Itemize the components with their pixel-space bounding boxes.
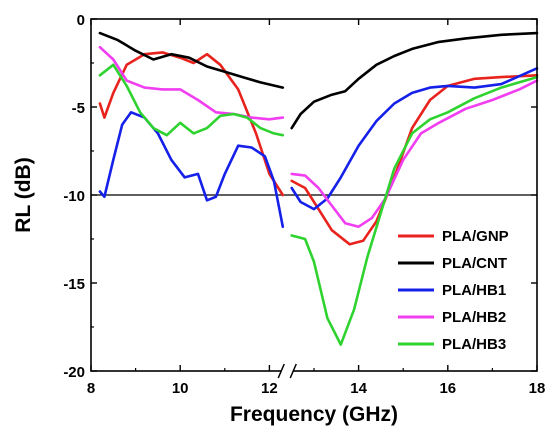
legend: PLA/GNP PLA/CNT PLA/HB1 PLA/HB2 PLA/HB3 (398, 228, 509, 353)
axis-break-gap (281, 365, 294, 377)
legend-label: PLA/HB2 (442, 309, 506, 326)
y-tick-label: -15 (63, 276, 85, 293)
series-line-pla-cnt-seg1 (98, 31, 285, 89)
series-line-pla-hb3-seg2 (290, 75, 539, 346)
plot-area (91, 31, 539, 346)
axes: 8 10 12 14 16 18 0 -5 -10 -15 -20 (63, 12, 545, 397)
series-line-pla-hb2-seg2 (290, 79, 539, 228)
x-tick-label: 8 (87, 380, 95, 397)
legend-label: PLA/HB1 (442, 282, 506, 299)
x-tick-label: 12 (261, 380, 278, 397)
series-line-pla-gnp-seg1 (98, 51, 285, 197)
axis-break-mark-left (277, 363, 285, 379)
series-line-pla-hb1-seg2 (290, 67, 539, 211)
x-tick-label: 10 (172, 380, 189, 397)
legend-label: PLA/GNP (442, 228, 509, 245)
series-line-pla-cnt-seg2 (290, 31, 539, 130)
legend-label: PLA/HB3 (442, 336, 506, 353)
axis-break-mark-right (289, 363, 297, 379)
legend-label: PLA/CNT (442, 255, 507, 272)
y-tick-label: -5 (72, 100, 85, 117)
x-tick-label: 14 (350, 380, 367, 397)
x-axis-title: Frequency (GHz) (230, 403, 398, 426)
x-tick-label: 16 (439, 380, 456, 397)
y-tick-label: -10 (63, 188, 85, 205)
series-line-pla-hb3-seg1 (98, 63, 285, 137)
y-axis-title: RL (dB) (12, 157, 35, 232)
x-tick-label: 18 (529, 380, 546, 397)
series-line-pla-hb1-seg1 (98, 111, 285, 228)
series-line-pla-hb2-seg1 (98, 45, 285, 121)
y-tick-label: -20 (63, 364, 85, 381)
series-line-pla-gnp-seg2 (290, 74, 539, 246)
y-tick-label: 0 (77, 12, 85, 29)
